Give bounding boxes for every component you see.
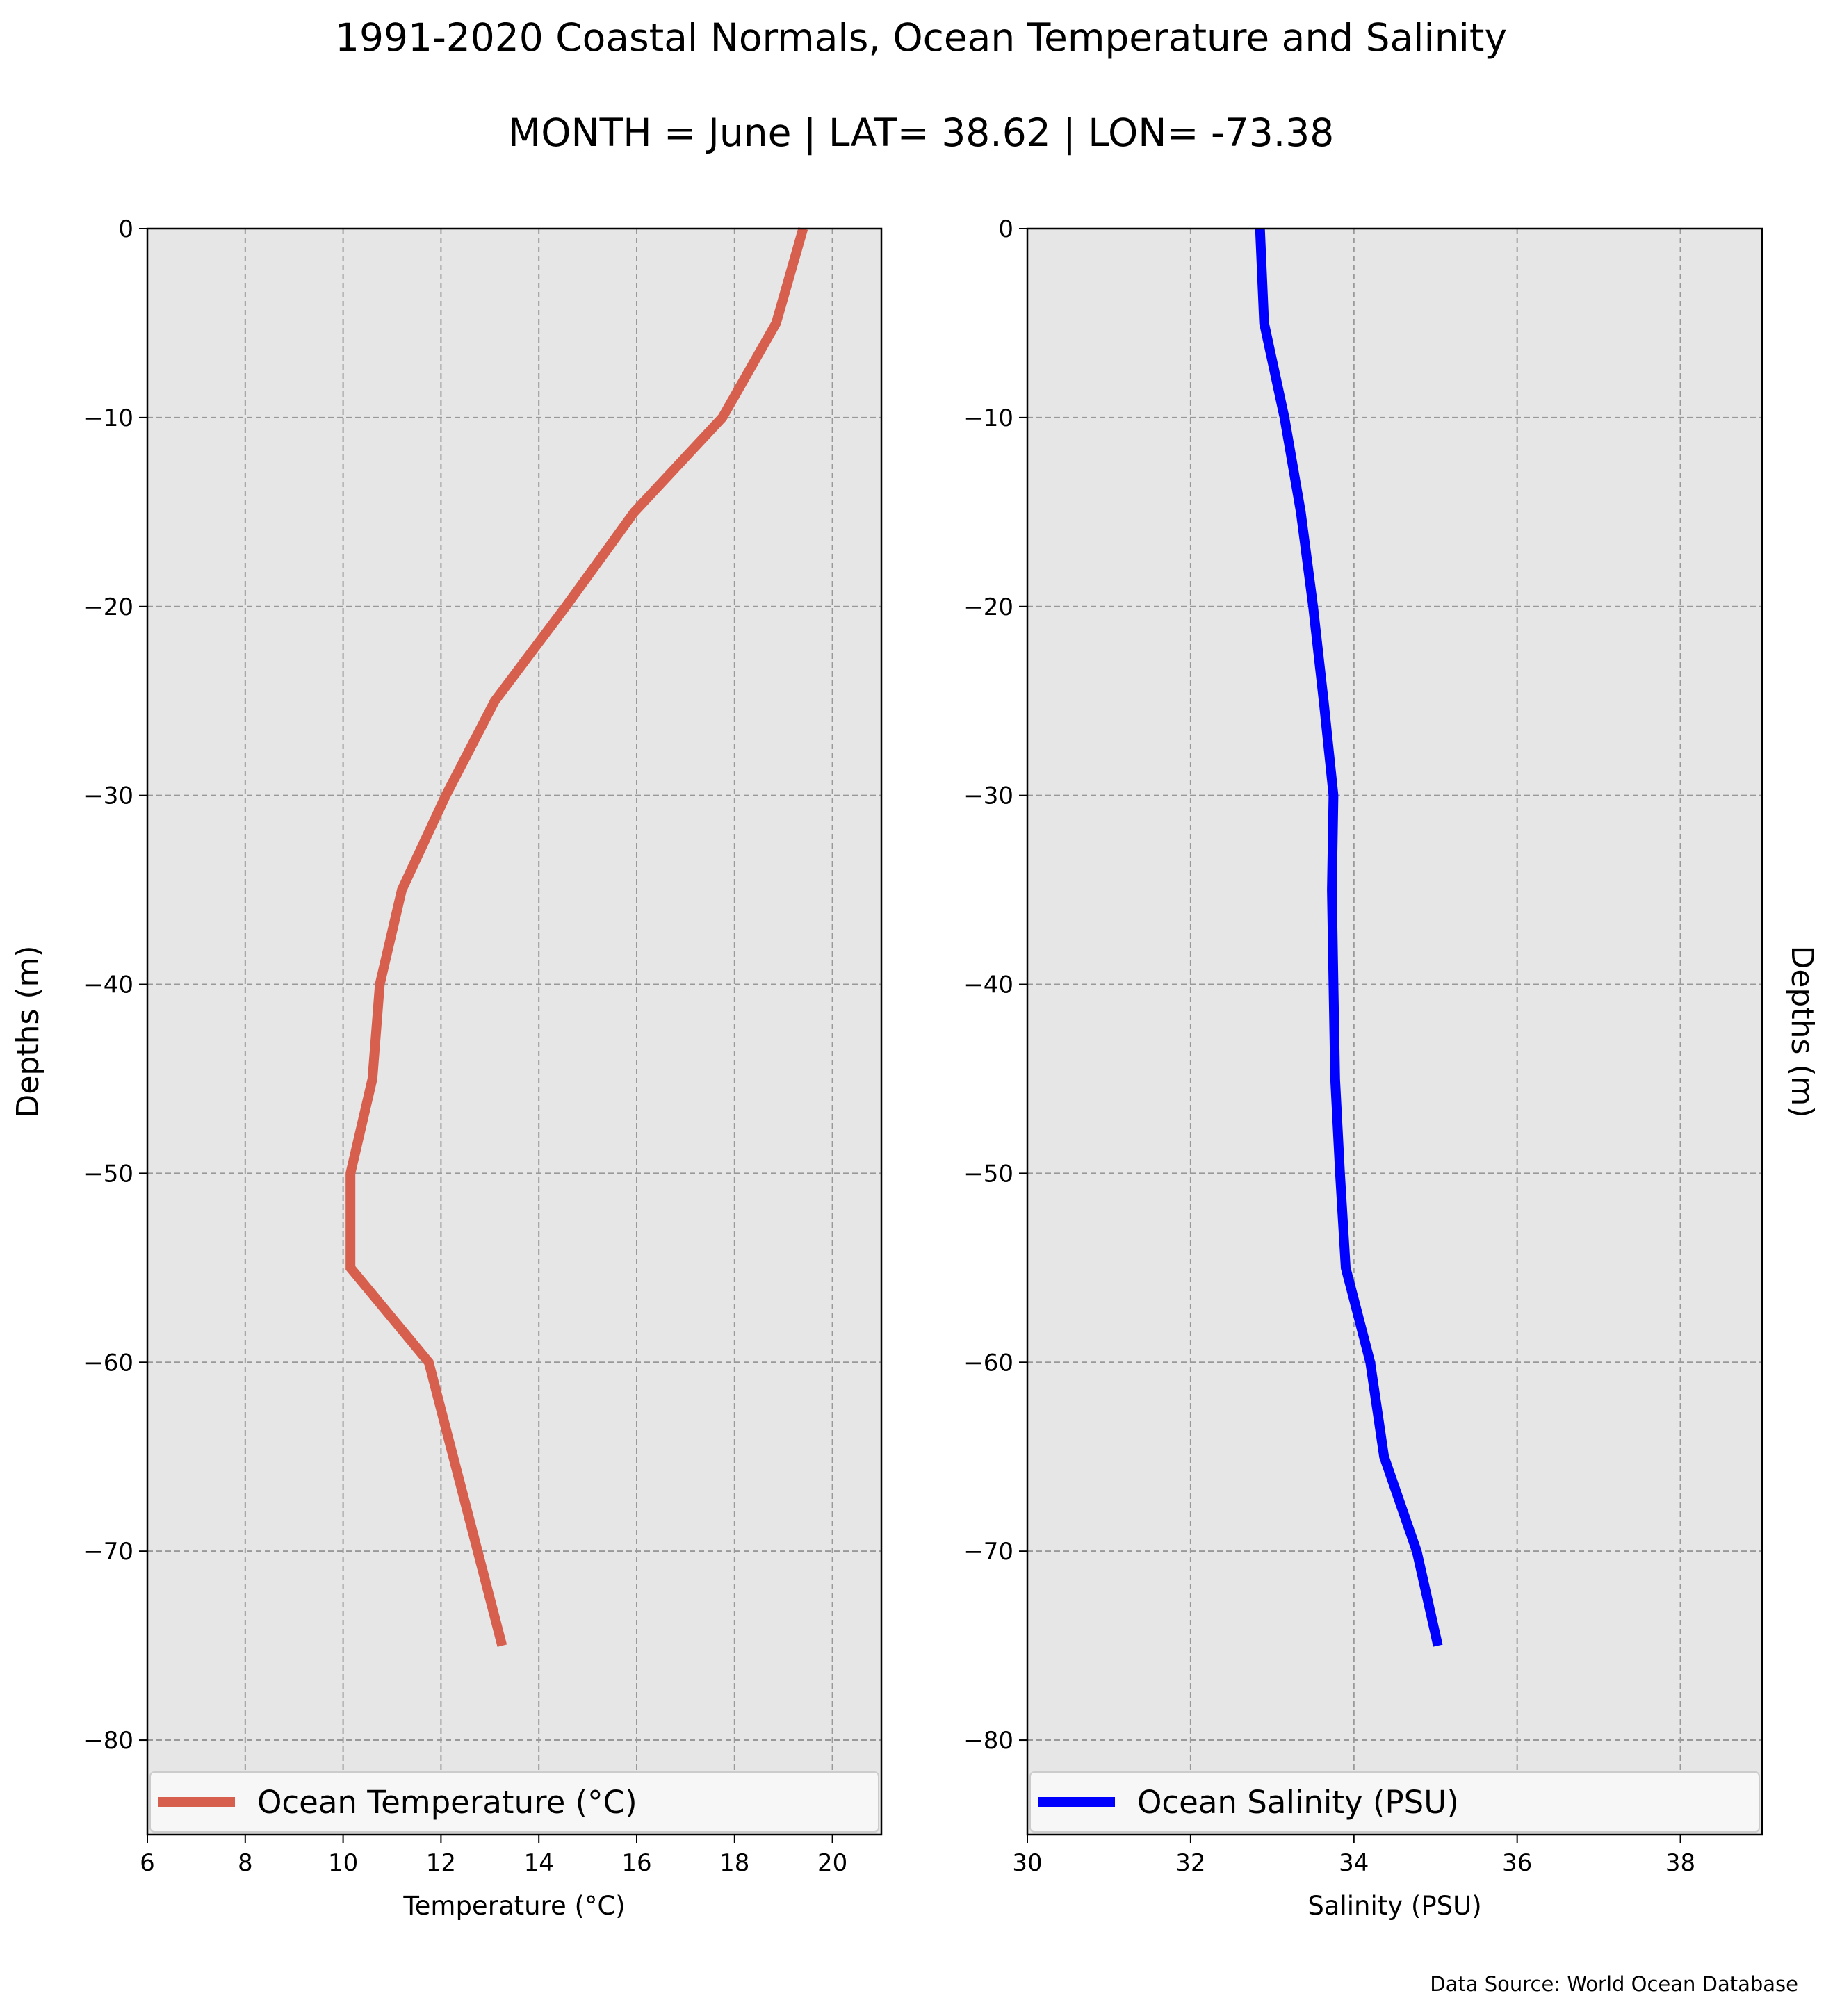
salinity-x-tick-label: 34: [1339, 1849, 1369, 1877]
temperature-y-tick-label: −40: [83, 972, 133, 999]
chart-title: 1991-2020 Coastal Normals, Ocean Tempera…: [335, 15, 1507, 60]
temperature-legend-label: Ocean Temperature (°C): [257, 1784, 637, 1821]
salinity-y-tick-label: −80: [963, 1727, 1013, 1755]
temperature-y-tick-label: −30: [83, 782, 133, 810]
salinity-legend-box: [1029, 1771, 1760, 1833]
temperature-y-tick-label: −10: [83, 404, 133, 432]
salinity-y-tick-label: −50: [963, 1160, 1013, 1188]
temperature-legend-box: [149, 1771, 879, 1833]
salinity-x-tick-label: 30: [1012, 1849, 1042, 1877]
salinity-plot-background: [1027, 229, 1762, 1835]
temperature-x-axis-label: Temperature (°C): [402, 1891, 625, 1921]
temperature-panel: 6 8 10 12 14 16 18 200−10−20−30−40−50−60−70−80 …: [10, 215, 883, 1921]
temperature-y-axis-label: Depths (m): [10, 945, 46, 1117]
temperature-x-tick-label: 16: [621, 1849, 651, 1877]
temperature-x-tick-label: 18: [719, 1849, 749, 1877]
salinity-x-tick-label: 38: [1665, 1849, 1695, 1877]
temperature-x-tick-label: 6: [140, 1849, 155, 1877]
temperature-series-line: [345, 227, 808, 1647]
chart-subtitle: MONTH = June | LAT= 38.62 | LON= -73.38: [508, 110, 1335, 156]
salinity-axes-frame: [1026, 227, 1763, 1836]
salinity-x-axis-label: Salinity (PSU): [1307, 1891, 1481, 1921]
temperature-y-tick-label: 0: [118, 215, 133, 243]
temperature-y-tick-label: −20: [83, 593, 133, 621]
salinity-panel: 30 32 34 36 38 0 −10 −20 −30 −40 −50 −60 −70 −80 Dept…: [963, 215, 1820, 1921]
salinity-y-tick-label: −30: [963, 782, 1013, 810]
salinity-plot-layer: 30 32 34 36 38 0 −10 −20 −30 −40 −50 −60 −70 −80: [963, 215, 1763, 1877]
temperature-x-tick-label: 8: [238, 1849, 253, 1877]
salinity-y-tick-label: −60: [963, 1349, 1013, 1377]
temperature-axes-frame: [146, 227, 883, 1836]
salinity-x-tick-label: 32: [1175, 1849, 1205, 1877]
temperature-y-tick-label: −70: [83, 1538, 133, 1566]
temperature-y-tick-label: −80: [83, 1727, 133, 1755]
temperature-plot-background: [147, 229, 881, 1835]
salinity-series-line: [1255, 228, 1443, 1647]
temperature-y-tick-label: −60: [83, 1349, 133, 1377]
salinity-legend-label: Ocean Salinity (PSU): [1137, 1784, 1459, 1821]
temperature-y-tick-label: −50: [83, 1160, 133, 1188]
salinity-y-axis-label: Depths (m): [1784, 945, 1820, 1117]
salinity-y-tick-label: −40: [963, 972, 1013, 999]
temperature-x-tick-label: 20: [817, 1849, 847, 1877]
salinity-y-tick-label: −70: [963, 1538, 1013, 1566]
temperature-x-tick-label: 12: [426, 1849, 456, 1877]
salinity-y-tick-label: −20: [963, 593, 1013, 621]
temperature-x-tick-label: 14: [524, 1849, 554, 1877]
salinity-y-tick-label: 0: [998, 215, 1013, 243]
temperature-plot-layer: 6 8 10 12 14 16 18 20 0 −10 −20 −30 −40 −50 −60 −70 −80: [83, 215, 883, 1877]
data-source-note: Data Source: World Ocean Database: [1430, 1972, 1798, 1996]
temperature-x-tick-label: 10: [328, 1849, 358, 1877]
salinity-x-tick-label: 36: [1502, 1849, 1532, 1877]
salinity-y-tick-label: −10: [963, 404, 1013, 432]
